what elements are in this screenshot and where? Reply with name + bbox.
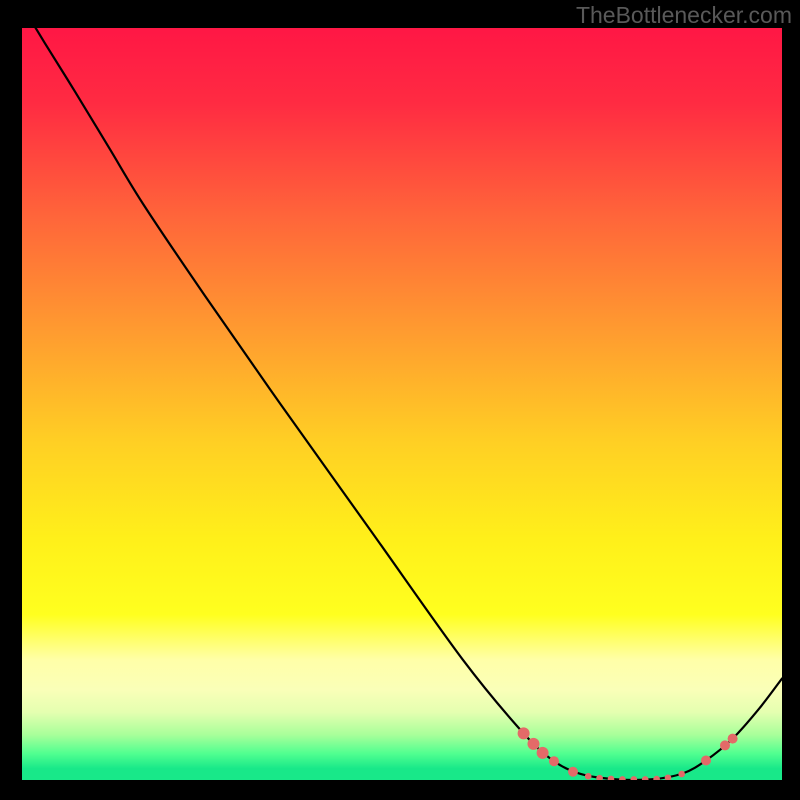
curve-marker	[518, 727, 530, 739]
curve-marker	[619, 776, 626, 783]
curve-marker	[608, 776, 615, 783]
stage: TheBottlenecker.com	[0, 0, 800, 800]
curve-marker	[678, 771, 685, 778]
curve-marker	[631, 776, 638, 783]
curve-marker	[728, 734, 738, 744]
curve-marker	[642, 776, 649, 783]
curve-marker	[527, 738, 539, 750]
heatmap-gradient	[22, 28, 782, 780]
curve-marker	[549, 756, 559, 766]
curve-marker	[585, 773, 592, 780]
curve-marker	[653, 776, 660, 783]
curve-marker	[537, 747, 549, 759]
curve-marker	[720, 740, 730, 750]
curve-marker	[665, 774, 672, 781]
curve-marker	[596, 775, 603, 782]
chart-svg	[0, 0, 800, 800]
curve-marker	[701, 755, 711, 765]
curve-marker	[568, 767, 578, 777]
